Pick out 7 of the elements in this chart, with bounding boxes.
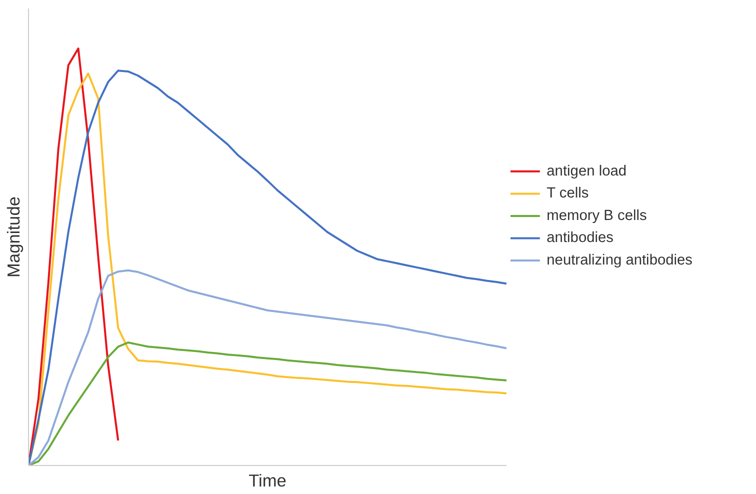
- legend-label: antigen load: [546, 163, 627, 180]
- x-axis-title: Time: [248, 470, 286, 490]
- legend-label: T cells: [546, 186, 589, 202]
- legend-label: memory B cells: [546, 208, 647, 224]
- legend-label: antibodies: [546, 230, 614, 246]
- legend-label: neutralizing antibodies: [546, 252, 693, 268]
- y-axis-title: Magnitude: [4, 196, 24, 278]
